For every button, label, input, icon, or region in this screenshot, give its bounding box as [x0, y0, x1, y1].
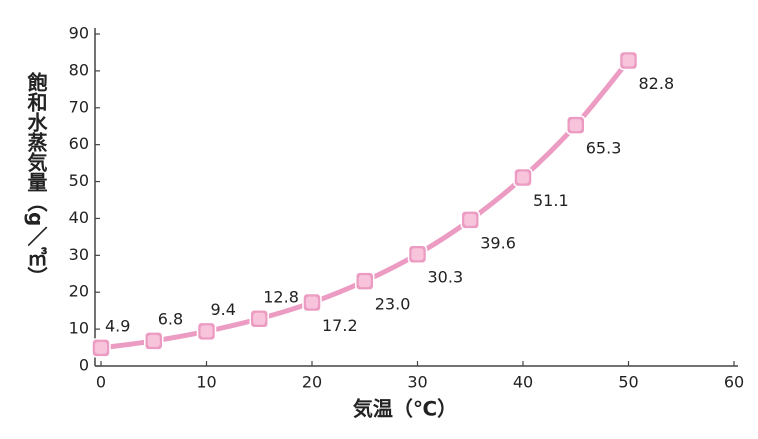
x-axis-title: 気温（℃） — [353, 397, 457, 421]
x-tick-label: 30 — [407, 373, 427, 392]
y-tick-label: 10 — [69, 319, 89, 338]
data-label: 23.0 — [375, 295, 411, 314]
data-label: 39.6 — [480, 233, 516, 252]
x-tick-label: 60 — [724, 373, 744, 392]
y-tick-label: 30 — [69, 245, 89, 264]
data-label: 4.9 — [105, 316, 130, 335]
marker-highlight — [358, 275, 371, 288]
data-label: 30.3 — [428, 268, 464, 287]
marker-highlight — [464, 213, 477, 226]
marker-highlight — [411, 248, 424, 261]
data-label: 17.2 — [322, 316, 358, 335]
marker-highlight — [95, 341, 107, 354]
marker-highlight — [147, 334, 160, 347]
marker-highlight — [517, 171, 529, 184]
y-axis-title: 飽和水蒸気量（g／㎥） — [24, 71, 48, 287]
marker-highlight — [200, 325, 213, 338]
y-tick-label: 80 — [69, 60, 89, 79]
x-tick-label: 50 — [618, 373, 638, 392]
data-label: 65.3 — [586, 139, 622, 158]
marker-highlight — [306, 296, 318, 309]
y-tick-label: 70 — [69, 97, 89, 116]
x-tick-label: 0 — [96, 373, 106, 392]
marker-highlight — [569, 119, 582, 132]
data-label: 51.1 — [533, 191, 569, 210]
y-tick-label: 60 — [69, 134, 89, 153]
x-tick-label: 20 — [302, 373, 322, 392]
data-label: 6.8 — [158, 309, 183, 328]
y-tick-label: 0 — [79, 356, 89, 375]
x-tick-label: 40 — [513, 373, 533, 392]
x-tick-label: 10 — [196, 373, 216, 392]
marker-highlight — [253, 312, 266, 325]
data-label: 82.8 — [639, 74, 675, 93]
y-tick-label: 90 — [69, 24, 89, 43]
data-label: 9.4 — [211, 300, 236, 319]
y-tick-label: 20 — [69, 282, 89, 301]
data-label: 12.8 — [263, 287, 299, 306]
y-tick-label: 40 — [69, 208, 89, 227]
y-tick-label: 50 — [69, 171, 89, 190]
marker-highlight — [622, 54, 635, 67]
